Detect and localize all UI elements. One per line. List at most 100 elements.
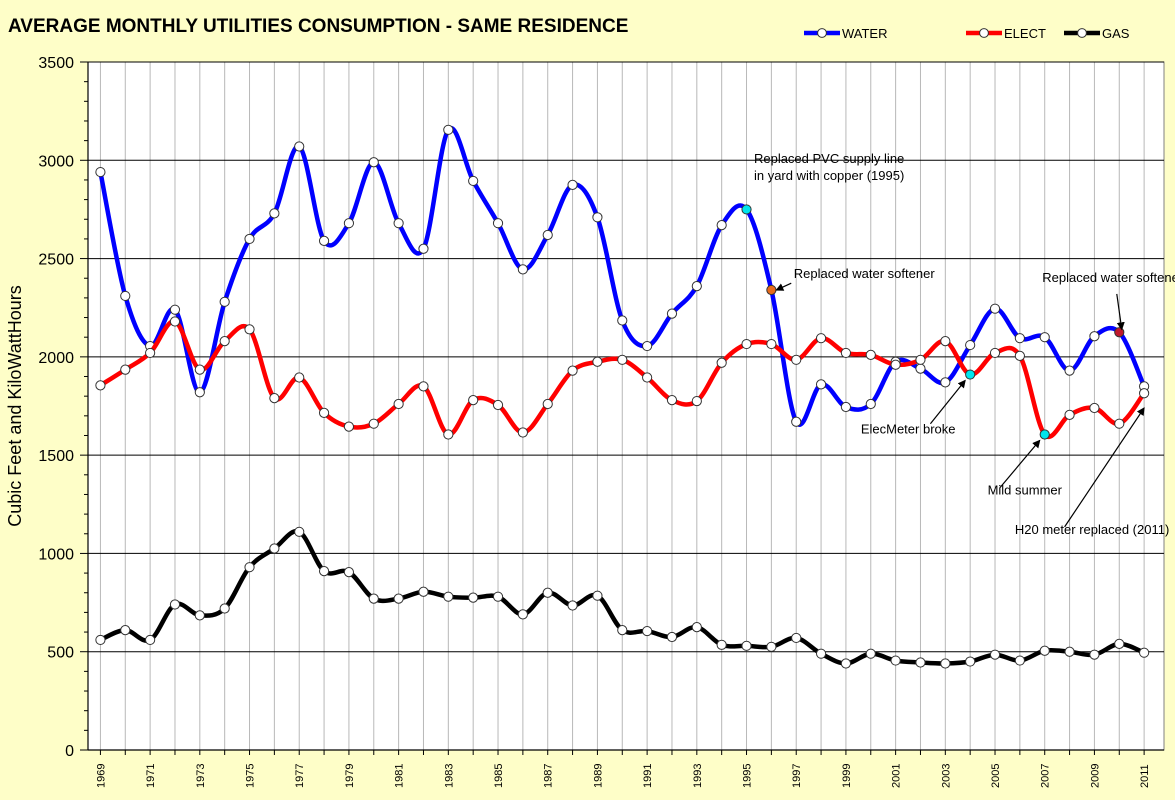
- data-point-water: [940, 377, 951, 388]
- x-tick-label: 1983: [443, 764, 455, 788]
- data-point-water: [517, 264, 528, 275]
- data-point-elect: [468, 395, 479, 406]
- data-point-gas: [741, 640, 752, 651]
- annotation-text: Mild summer: [988, 482, 1063, 497]
- data-point-elect: [542, 398, 553, 410]
- data-point-elect: [343, 421, 355, 432]
- data-point-elect: [443, 429, 454, 440]
- data-point-water: [1014, 333, 1025, 344]
- y-tick-label: 3000: [38, 153, 74, 170]
- data-point-water: [642, 340, 653, 352]
- legend-marker: [979, 28, 989, 38]
- data-point-gas: [691, 622, 702, 633]
- y-tick-label: 1500: [38, 448, 74, 465]
- data-point-water: [1089, 331, 1100, 342]
- data-point-water: [915, 363, 926, 374]
- data-point-water: [120, 290, 131, 302]
- legend-label: ELECT: [1004, 26, 1046, 41]
- data-point-elect: [120, 364, 131, 375]
- data-point-elect: [1064, 409, 1075, 420]
- data-point-elect: [269, 393, 280, 404]
- legend-marker: [817, 28, 827, 38]
- x-tick-label: 1995: [742, 764, 754, 788]
- data-point-gas: [219, 603, 230, 614]
- data-point-gas: [666, 631, 678, 643]
- data-point-gas: [642, 625, 653, 637]
- data-point-elect: [642, 372, 653, 383]
- data-point-elect: [393, 398, 404, 410]
- annotation-arrow: [1064, 407, 1145, 528]
- data-point-water: [791, 416, 802, 427]
- data-point-water: [95, 166, 106, 178]
- data-point-gas: [965, 656, 976, 667]
- data-point-elect: [1089, 402, 1100, 414]
- data-point-elect: [965, 369, 976, 380]
- data-point-gas: [542, 587, 553, 598]
- data-point-water: [194, 387, 205, 398]
- data-point-elect: [169, 316, 181, 327]
- data-point-elect: [915, 354, 926, 365]
- data-point-water: [567, 179, 578, 190]
- annotation-text: Replaced PVC supply line: [754, 151, 904, 166]
- data-point-gas: [815, 648, 827, 659]
- y-tick-label: 3500: [38, 55, 74, 72]
- data-point-gas: [418, 586, 429, 597]
- plot-area: [87, 61, 1165, 751]
- annotation-text: in yard with copper (1995): [754, 168, 904, 183]
- annotation-arrow: [1116, 293, 1125, 331]
- data-point-elect: [840, 347, 852, 359]
- data-point-gas: [840, 658, 852, 669]
- data-point-water: [368, 157, 379, 168]
- data-point-gas: [343, 567, 355, 578]
- data-point-elect: [617, 354, 628, 365]
- data-point-gas: [1014, 655, 1025, 666]
- annotation-arrow: [929, 379, 966, 425]
- legend: WATER ELECT GAS: [804, 26, 1130, 41]
- data-point-gas: [95, 634, 106, 646]
- x-tick-label: 1969: [95, 764, 107, 788]
- data-point-water: [840, 401, 852, 413]
- data-point-gas: [294, 526, 305, 537]
- data-point-water: [294, 141, 305, 152]
- data-point-gas: [169, 599, 181, 610]
- x-tick-label: 2001: [891, 764, 903, 788]
- data-point-water: [542, 229, 553, 241]
- data-point-elect: [418, 381, 429, 392]
- data-point-gas: [617, 624, 628, 636]
- data-point-elect: [1039, 429, 1050, 440]
- data-point-gas: [766, 641, 777, 652]
- data-point-elect: [766, 338, 777, 350]
- x-tick-label: 2009: [1089, 764, 1101, 788]
- legend-item-elect: ELECT: [966, 26, 1046, 41]
- y-axis-label: Cubic Feet and KiloWattHours: [5, 285, 25, 526]
- annotation-text: ElecMeter broke: [861, 422, 956, 437]
- chart-title: AVERAGE MONTHLY UTILITIES CONSUMPTION - …: [8, 16, 628, 37]
- data-point-water: [741, 204, 752, 215]
- y-tick-label: 2500: [38, 252, 74, 269]
- data-point-gas: [194, 610, 205, 621]
- y-tick-label: 500: [47, 645, 74, 662]
- data-point-elect: [567, 365, 578, 376]
- data-point-elect: [1114, 418, 1125, 429]
- data-point-elect: [890, 359, 901, 370]
- annotations: Replaced PVC supply line in yard with cop…: [754, 151, 1175, 537]
- data-point-gas: [318, 566, 330, 577]
- data-point-elect: [592, 356, 603, 367]
- data-point-water: [865, 398, 876, 410]
- data-point-elect: [716, 357, 727, 368]
- data-point-gas: [567, 600, 578, 611]
- data-point-water: [393, 218, 404, 229]
- data-point-gas: [393, 593, 404, 604]
- x-tick-label: 1987: [543, 764, 555, 788]
- data-point-water: [716, 220, 727, 231]
- data-point-water: [815, 379, 827, 390]
- annotation: Mild summer: [988, 439, 1063, 497]
- data-point-gas: [1039, 645, 1050, 656]
- y-tick-label: 0: [65, 743, 74, 760]
- data-point-water: [244, 233, 255, 245]
- data-point-gas: [1064, 646, 1075, 657]
- data-point-water: [691, 280, 702, 292]
- data-point-elect: [492, 399, 504, 411]
- data-point-elect: [517, 427, 528, 438]
